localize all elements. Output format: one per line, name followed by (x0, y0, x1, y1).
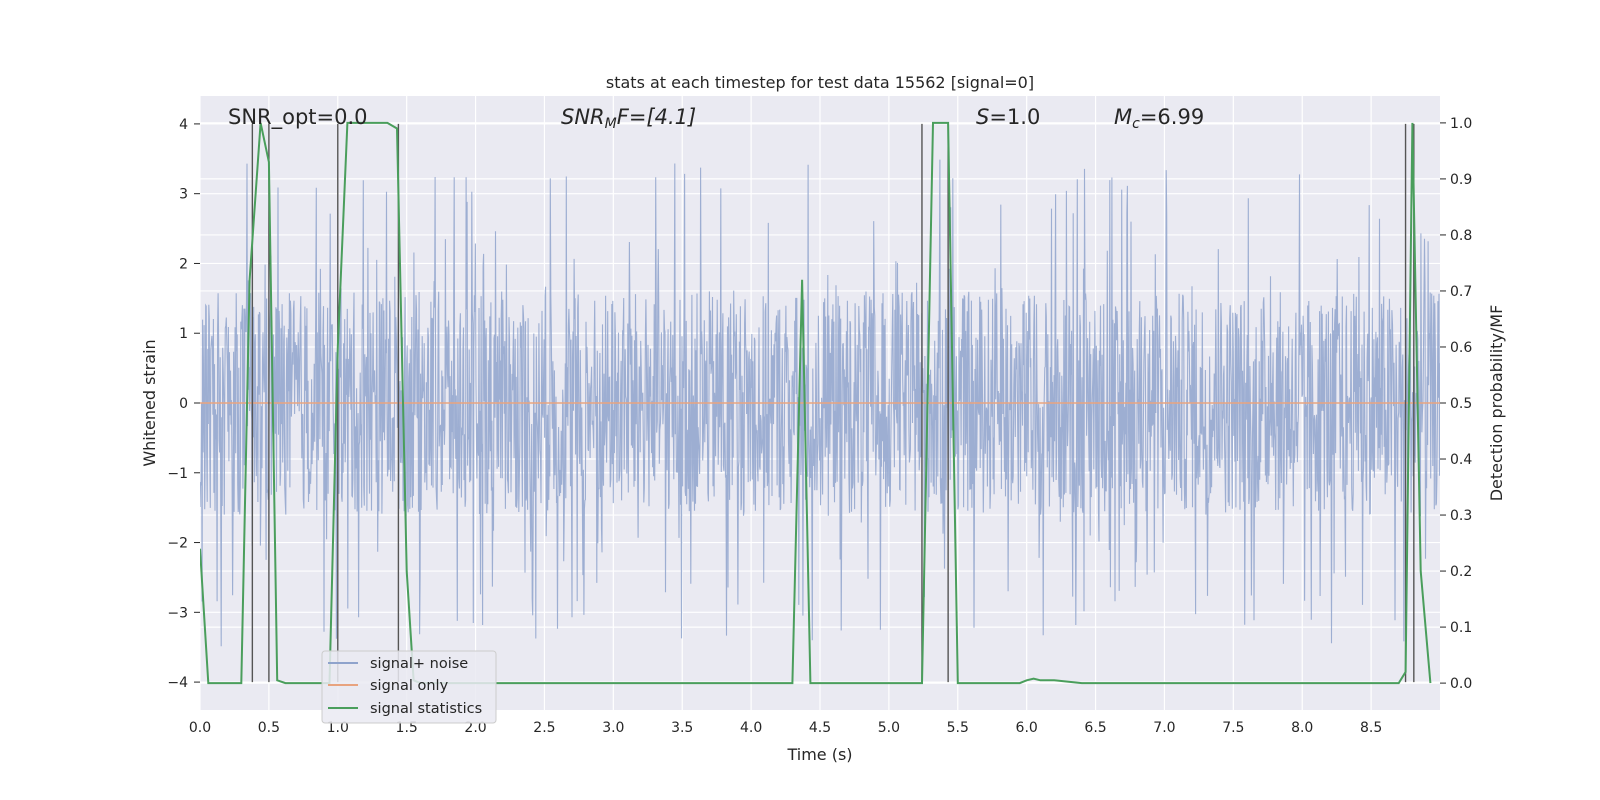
y-tick-label: 0 (179, 396, 188, 412)
x-tick-label: 1.0 (327, 720, 349, 736)
annotation-snr-mf-base: SNR (561, 105, 605, 129)
x-tick-label: 6.5 (1084, 720, 1106, 736)
annotation-mc: Mc=6.99 (1114, 105, 1204, 132)
x-tick-label: 0.0 (189, 720, 211, 736)
right-y-tick-label: 0.1 (1450, 620, 1472, 636)
legend-box (321, 650, 497, 724)
annotation-s-var: S (976, 105, 989, 129)
x-tick-label: 4.5 (809, 720, 831, 736)
annotation-snr-opt: SNR_opt=0.0 (228, 105, 368, 130)
signal-noise-series (200, 159, 1440, 647)
x-tick-label: 1.5 (396, 720, 418, 736)
x-tick-label: 8.0 (1291, 720, 1313, 736)
right-y-tick-label: 0.2 (1450, 564, 1472, 580)
right-y-tick-label: 0.4 (1450, 452, 1472, 468)
annotation-snr-mf-rest: F=[4.1] (617, 105, 696, 129)
x-axis-ticks: 0.0 0.5 1.0 1.5 2.0 2.5 3.0 3.5 4.0 4.5 5.0 5.5 6.0 6… (189, 720, 1382, 736)
annotation-s-val: =1.0 (989, 105, 1040, 129)
annotation-snr-mf: SNRMF=[4.1] (561, 105, 696, 132)
y-tick-label: −2 (167, 536, 188, 552)
x-tick-label: 5.5 (947, 720, 969, 736)
right-y-axis-ticks: 1.0 0.9 0.8 0.7 0.6 0.5 0.4 0.3 0.2 0.1 0.0 (1440, 116, 1472, 692)
y-axis-label: Whitened strain (140, 339, 159, 466)
annotation-mc-val: =6.99 (1140, 105, 1204, 129)
legend: signal+ noise signal only signal statist… (321, 650, 497, 724)
x-tick-label: 4.0 (740, 720, 762, 736)
annotation-snr-mf-sub: M (605, 116, 617, 132)
x-tick-label: 7.0 (1153, 720, 1175, 736)
y-tick-label: 2 (179, 256, 188, 272)
x-tick-label: 5.0 (878, 720, 900, 736)
annotation-s: S=1.0 (976, 105, 1040, 129)
y-tick-label: −3 (167, 605, 188, 621)
right-y-axis-label: Detection probability/MF (1487, 305, 1506, 502)
right-y-tick-label: 0.3 (1450, 508, 1472, 524)
right-y-tick-label: 0.7 (1450, 284, 1472, 300)
signal-statistics-series (200, 121, 1432, 685)
x-tick-label: 6.0 (1016, 720, 1038, 736)
x-tick-label: 3.5 (671, 720, 693, 736)
right-y-tick-label: 0.9 (1450, 172, 1472, 188)
x-tick-label: 3.0 (602, 720, 624, 736)
annotation-mc-var: M (1114, 105, 1132, 129)
right-y-tick-label: 0.8 (1450, 228, 1472, 244)
right-y-tick-label: 0.6 (1450, 340, 1472, 356)
chart-title: stats at each timestep for test data 155… (606, 73, 1034, 92)
x-tick-label: 2.0 (464, 720, 486, 736)
event-markers (251, 123, 1415, 683)
legend-label-signal-only: signal only (370, 678, 449, 694)
x-tick-label: 2.5 (533, 720, 555, 736)
y-axis-ticks: 4 3 2 1 0 −1 −2 −3 −4 (167, 117, 200, 691)
right-y-tick-label: 1.0 (1450, 116, 1472, 132)
y-tick-label: −4 (167, 675, 188, 691)
right-y-tick-label: 0.5 (1450, 396, 1472, 412)
legend-label-signal-statistics: signal statistics (370, 701, 482, 717)
y-tick-label: −1 (167, 466, 188, 482)
x-tick-label: 7.5 (1222, 720, 1244, 736)
annotation-mc-sub: c (1132, 116, 1140, 132)
legend-label-signal-noise: signal+ noise (370, 656, 468, 672)
x-tick-label: 8.5 (1360, 720, 1382, 736)
y-tick-label: 1 (179, 326, 188, 342)
x-axis-label: Time (s) (786, 745, 852, 764)
y-tick-label: 3 (179, 187, 188, 203)
right-y-tick-label: 0.0 (1450, 676, 1472, 692)
x-tick-label: 0.5 (258, 720, 280, 736)
y-tick-label: 4 (179, 117, 188, 133)
